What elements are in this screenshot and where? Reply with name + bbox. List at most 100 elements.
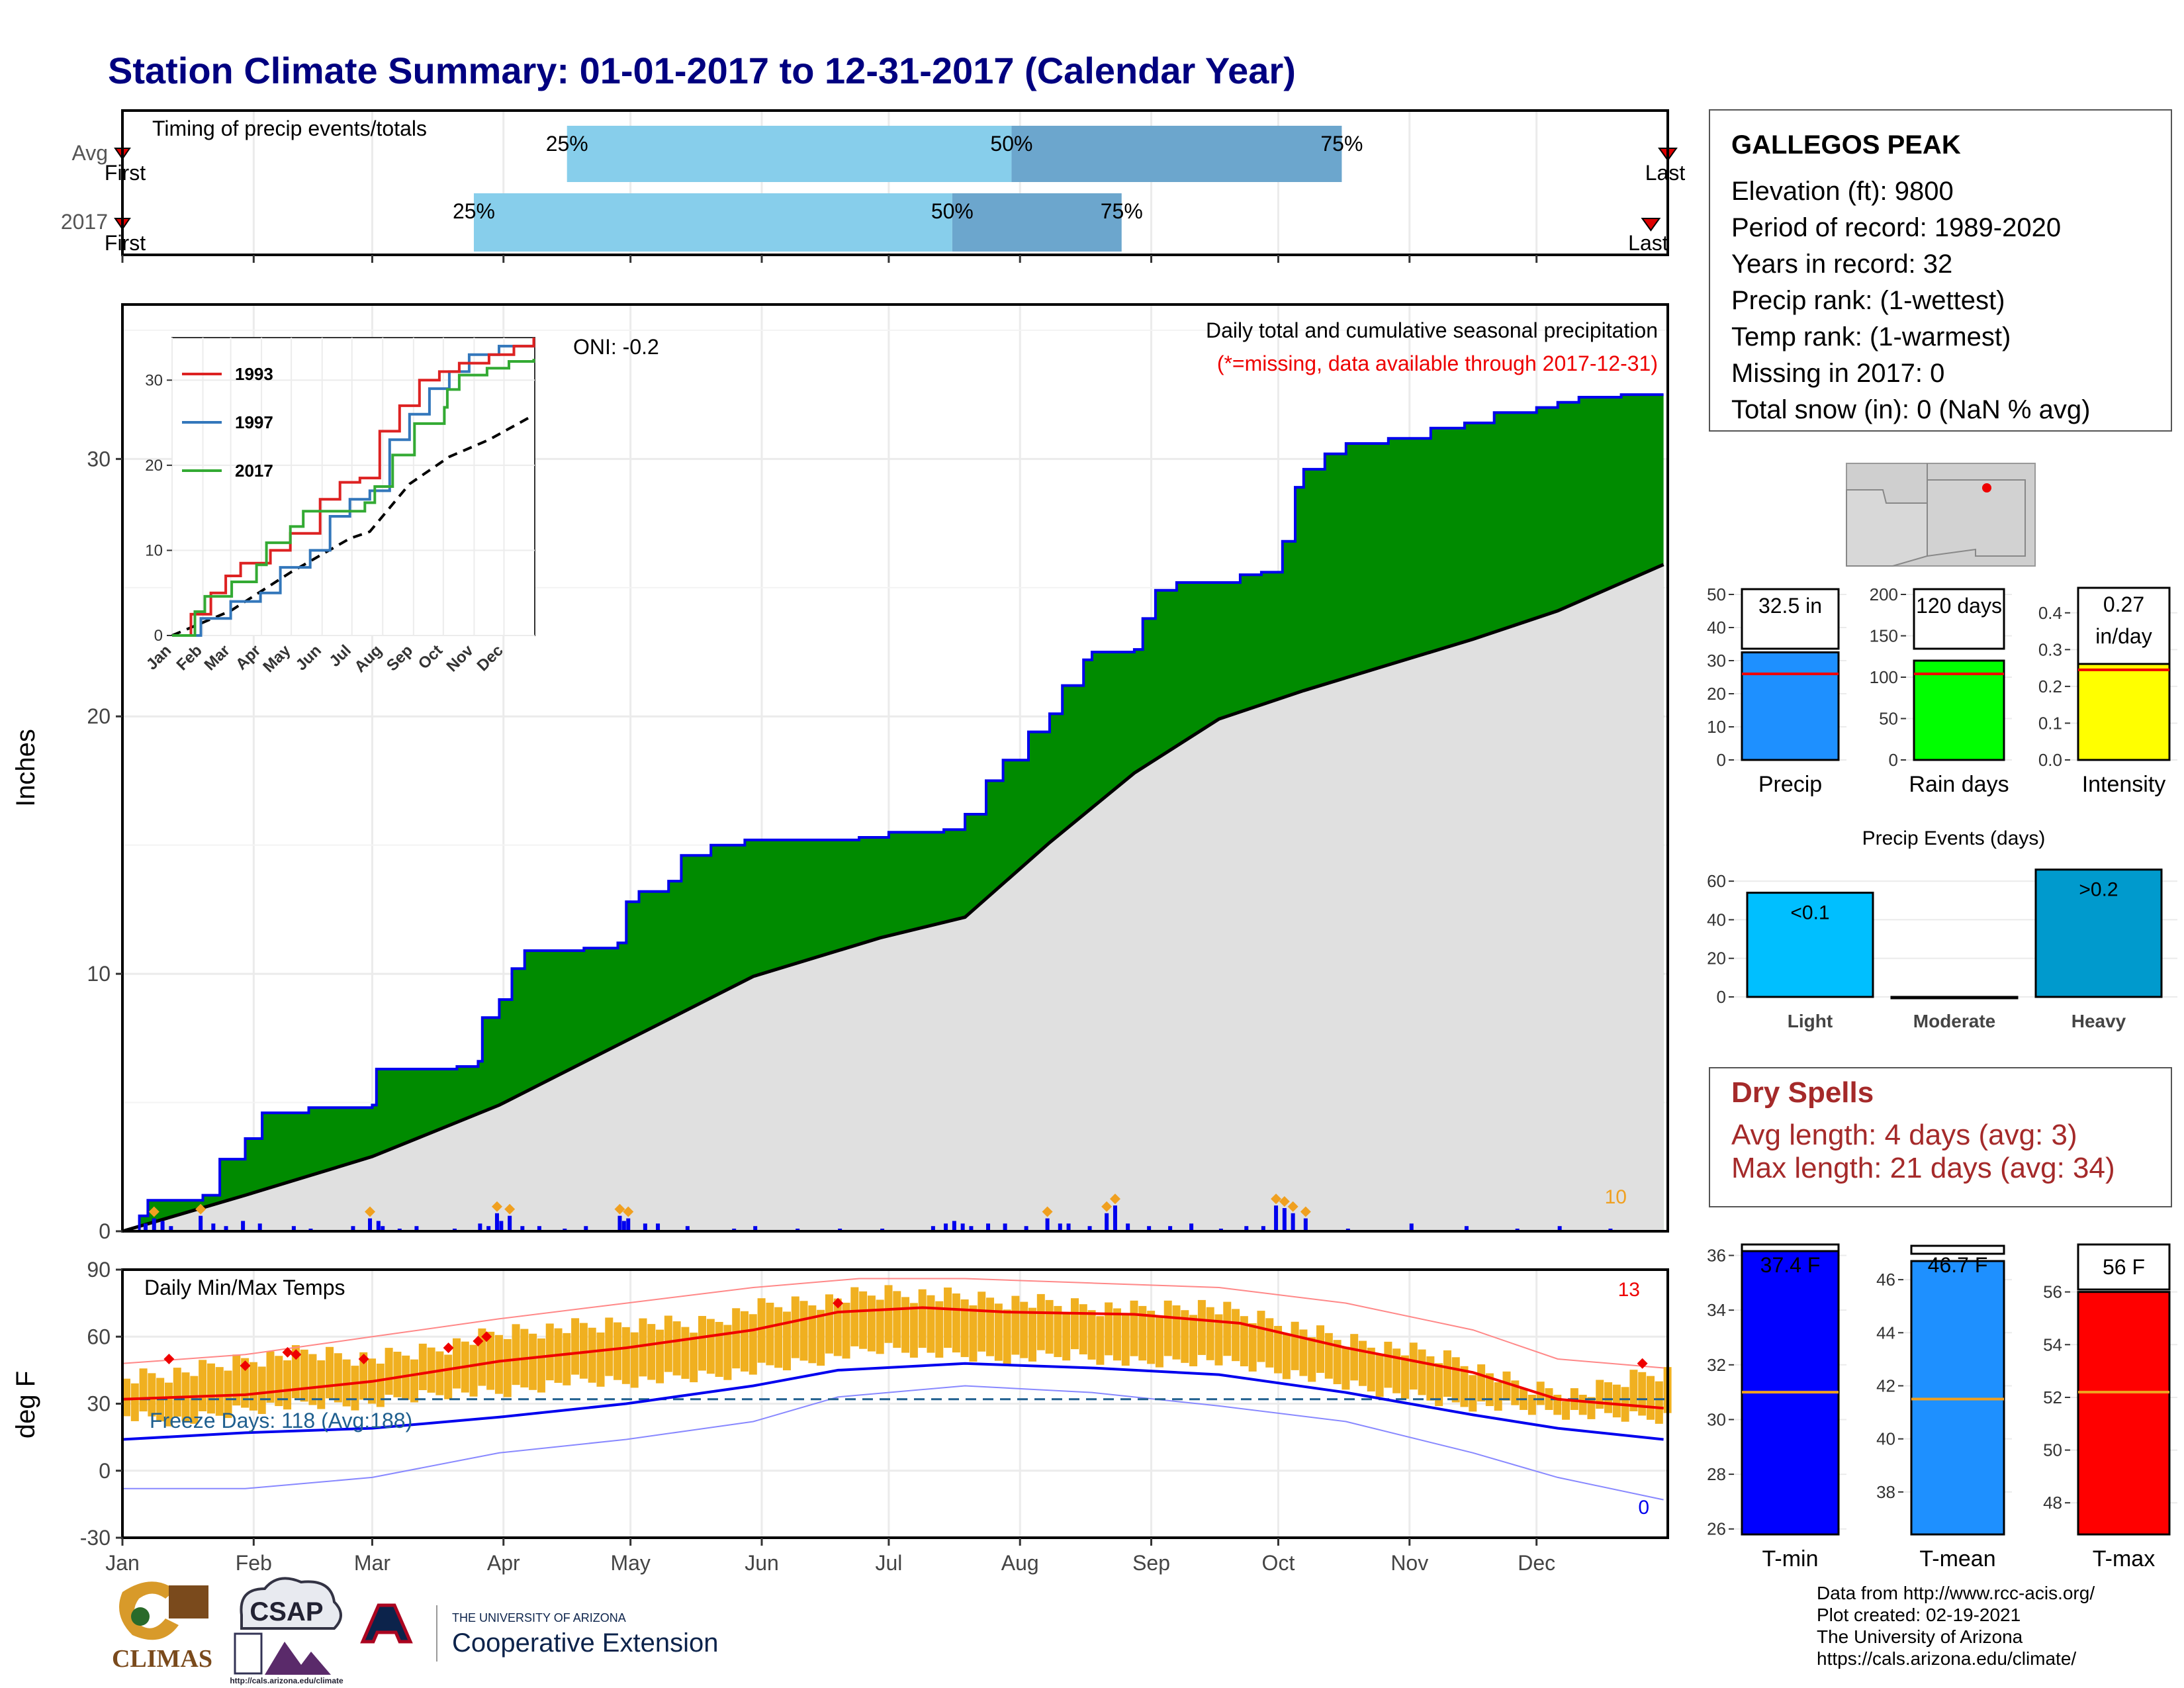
daily-temp-range-bar	[1477, 1364, 1486, 1402]
daily-temp-range-bar	[1375, 1354, 1384, 1397]
daily-temp-range-bar	[994, 1303, 1003, 1361]
total-value-label: 0.27	[2103, 592, 2144, 616]
timing-pct-label: 25%	[546, 132, 588, 156]
month-label: Apr	[487, 1551, 520, 1575]
daily-temp-range-bar	[1647, 1376, 1655, 1420]
events-y-tick-label: 0	[1717, 987, 1726, 1007]
daily-temp-range-bar	[690, 1333, 698, 1383]
daily-temp-range-bar	[1469, 1375, 1477, 1412]
month-label: Oct	[1262, 1551, 1295, 1575]
temp-value-label: 56 F	[2103, 1255, 2145, 1279]
events-bar-label: >0.2	[2079, 879, 2118, 901]
station-temp-rank: Temp rank: (1-warmest)	[1731, 322, 2011, 352]
daily-temp-range-bar	[351, 1366, 359, 1411]
daily-temp-range-bar	[275, 1356, 283, 1407]
total-y-tick-label: 0	[1889, 750, 1898, 770]
record-high-marker	[1637, 1358, 1648, 1369]
daily-temp-range-bar	[1036, 1293, 1045, 1350]
temp-y-tick-label: 28	[1707, 1464, 1726, 1484]
daily-precip-bar	[351, 1226, 355, 1231]
daily-temp-range-bar	[960, 1299, 969, 1358]
temp-y-tick-label: 50	[2043, 1440, 2062, 1460]
daily-temp-range-bar	[859, 1291, 868, 1349]
climas-logo-text: CLIMAS	[112, 1645, 212, 1673]
daily-count-label: 10	[1605, 1186, 1627, 1208]
daily-temp-range-bar	[1121, 1314, 1130, 1366]
daily-temp-range-bar	[1443, 1350, 1451, 1397]
daily-temp-range-bar	[529, 1333, 537, 1390]
daily-temp-range-bar	[605, 1317, 614, 1376]
daily-precip-marker	[1287, 1201, 1298, 1212]
dry-spells-avg: Avg length: 4 days (avg: 3)	[1731, 1119, 2077, 1151]
daily-temp-range-bar	[1451, 1357, 1460, 1403]
daily-precip-bar	[753, 1226, 758, 1231]
daily-temp-range-bar	[884, 1285, 893, 1343]
daily-precip-bar	[368, 1218, 373, 1231]
daily-temp-range-bar	[249, 1362, 257, 1411]
month-label: Feb	[236, 1551, 272, 1575]
daily-temp-range-bar	[537, 1338, 545, 1393]
temp-y-tick-label: 60	[87, 1325, 111, 1348]
precip-y-tick-label: 30	[87, 447, 111, 471]
dry-spells-title: Dry Spells	[1731, 1076, 1874, 1109]
total-y-tick-label: 20	[1707, 684, 1726, 704]
daily-precip-bar	[499, 1221, 504, 1231]
daily-temp-range-bar	[1113, 1308, 1121, 1361]
temp-y-tick-label: 34	[1707, 1300, 1726, 1320]
temp-y-tick-label: 32	[1707, 1355, 1726, 1375]
daily-temp-range-bar	[1308, 1337, 1316, 1382]
daily-temp-range-bar	[291, 1345, 300, 1399]
total-y-tick-label: 0	[1717, 750, 1726, 770]
footer-credits: Data from http://www.rcc-acis.org/ Plot …	[1817, 1582, 2095, 1669]
record-high-marker	[833, 1297, 844, 1309]
daily-temp-range-bar	[1638, 1372, 1647, 1416]
daily-precip-marker	[1042, 1206, 1053, 1217]
temp-y-tick-label: 56	[2043, 1282, 2062, 1302]
last-event-label: Last	[1628, 231, 1668, 255]
daily-precip-bar	[152, 1218, 156, 1231]
precip-subtitle: Daily total and cumulative seasonal prec…	[1206, 318, 1658, 342]
average-min-line	[122, 1362, 1664, 1441]
precip-y-tick-label: 0	[99, 1219, 111, 1243]
daily-temp-range-bar	[978, 1291, 986, 1352]
daily-temp-range-bar	[1206, 1307, 1214, 1360]
temp-chart-2: 48 50 52 54 56 56 F T-max	[2043, 1243, 2177, 1571]
daily-temp-range-bar	[842, 1302, 850, 1359]
daily-temp-range-bar	[1435, 1363, 1443, 1407]
daily-temp-range-bar	[1596, 1380, 1604, 1409]
temp-y-tick-label: 38	[1876, 1482, 1895, 1502]
temp-y-tick-label: 90	[87, 1258, 111, 1282]
total-y-tick-label: 100	[1870, 667, 1898, 687]
daily-precip-bar	[494, 1213, 499, 1231]
temp-y-tick-label: -30	[80, 1526, 111, 1550]
daily-precip-bar	[1291, 1213, 1295, 1231]
daily-temp-range-bar	[1299, 1329, 1308, 1376]
daily-temp-range-bar	[1265, 1318, 1274, 1368]
station-name: GALLEGOS PEAK	[1731, 130, 1961, 160]
events-category-label: Heavy	[2071, 1011, 2126, 1031]
daily-temp-range-bar	[706, 1319, 715, 1374]
daily-precip-bar	[1274, 1205, 1279, 1231]
csap-logo: CSAP http://cals.arizona.edu/climate	[230, 1577, 343, 1685]
daily-temp-range-bar	[435, 1351, 444, 1395]
daily-temp-range-bar	[1172, 1305, 1181, 1360]
daily-temp-range-bar	[817, 1309, 825, 1366]
temp-value-label: 37.4 F	[1760, 1253, 1821, 1277]
daily-temp-range-bar	[1409, 1342, 1418, 1390]
daily-precip-marker	[148, 1206, 159, 1217]
locator-map	[1846, 463, 2036, 567]
temp-value-box	[1741, 1243, 1840, 1252]
daily-temp-range-bar	[1163, 1300, 1172, 1356]
daily-precip-bar	[617, 1215, 622, 1231]
daily-precip-bar	[224, 1226, 228, 1231]
daily-temp-range-bar	[749, 1314, 757, 1375]
temp-value-box	[1910, 1244, 2005, 1255]
events-y-tick-label: 40	[1707, 910, 1726, 929]
daily-precip-bar	[952, 1221, 956, 1231]
daily-precip-bar	[931, 1226, 935, 1231]
month-label: May	[610, 1551, 650, 1575]
daily-temp-range-bar	[1138, 1305, 1147, 1361]
total-y-tick-label: 40	[1707, 618, 1726, 637]
daily-temp-range-bar	[199, 1360, 207, 1411]
inset-y-tick-label: 30	[145, 371, 163, 389]
